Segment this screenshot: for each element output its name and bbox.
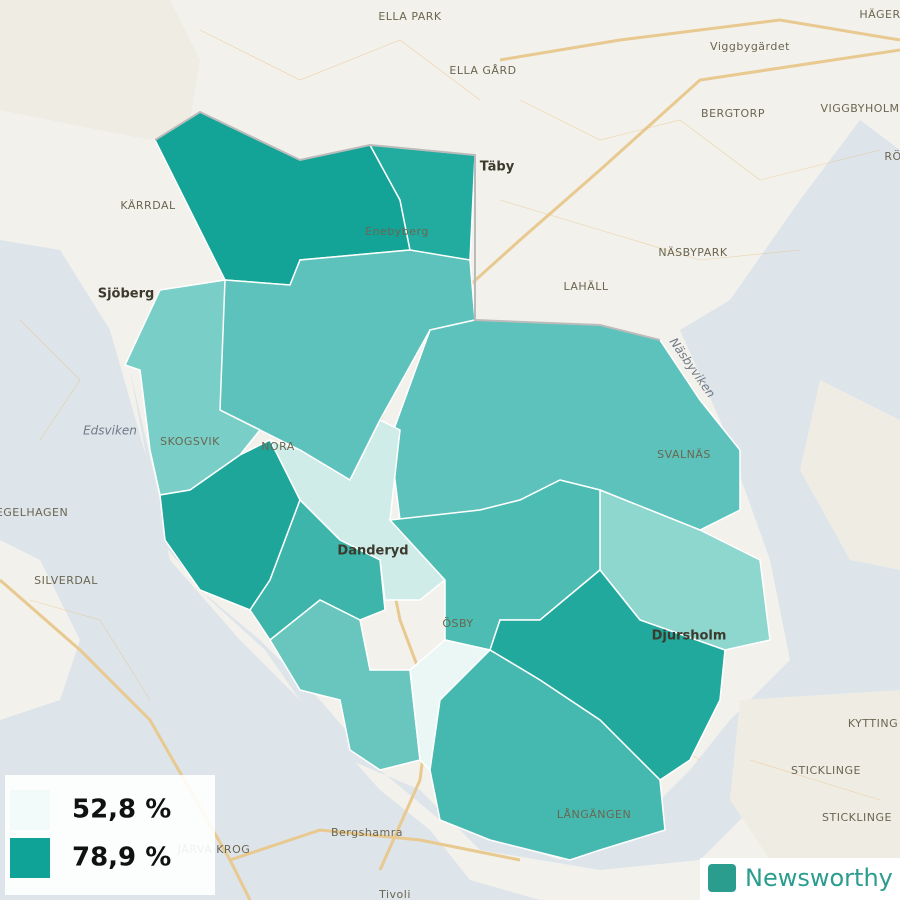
place-label: NÄSBYPARK [658,246,727,259]
place-label: HÄGER [859,8,900,21]
place-label: Bergshamra [331,826,403,839]
water [0,240,540,900]
place-label: BERGTORP [701,107,765,120]
place-label: SKOGSVIK [160,435,220,448]
legend-swatch [10,790,50,830]
place-label: STICKLINGE [791,764,861,777]
place-label: Sjöberg [98,287,155,302]
place-label: ELLA PARK [378,10,442,23]
streets [19,29,881,801]
legend-label: 78,9 % [72,843,171,873]
place-label: ELLA GÅRD [449,64,516,77]
municipality-border [154,110,661,341]
water [130,120,900,870]
land-area [0,0,200,140]
place-label: ÖSBY [442,617,473,630]
place-label: Viggbygärdet [710,40,790,53]
island [730,690,900,880]
place-label: SILVERDAL [34,574,98,587]
place-labels: ELLA PARK HÄGER Viggbygärdet ELLA GÅRD BERGT… [0,8,900,900]
district [429,649,666,861]
legend: 52,8 % 78,9 % [5,775,215,895]
place-label: NORA [261,440,295,453]
island [800,380,900,570]
place-label: Danderyd [337,544,408,559]
brand-icon [708,864,736,892]
place-label: Tivoli [378,888,411,900]
place-label: LAHÄLL [564,280,609,293]
brand-name: Newsworthy [745,864,893,892]
place-label: KÄRRDAL [120,199,176,212]
legend-label: 52,8 % [72,795,171,825]
districts [123,111,771,861]
place-label: SVALNÄS [657,448,711,461]
place-label: Djursholm [652,629,727,644]
brand: Newsworthy [700,858,900,900]
place-label: Enebyberg [365,225,429,238]
place-label: RÖ [884,150,900,163]
place-label: Edsviken [83,424,137,438]
place-label: EGELHAGEN [0,506,68,519]
place-label: KYTTING [848,717,898,730]
place-label: STICKLINGE [822,811,892,824]
place-label: VIGGBYHOLM [820,102,899,115]
place-label: LÅNGÄNGEN [557,808,631,821]
place-label: Täby [480,160,515,175]
legend-swatch [10,838,50,878]
